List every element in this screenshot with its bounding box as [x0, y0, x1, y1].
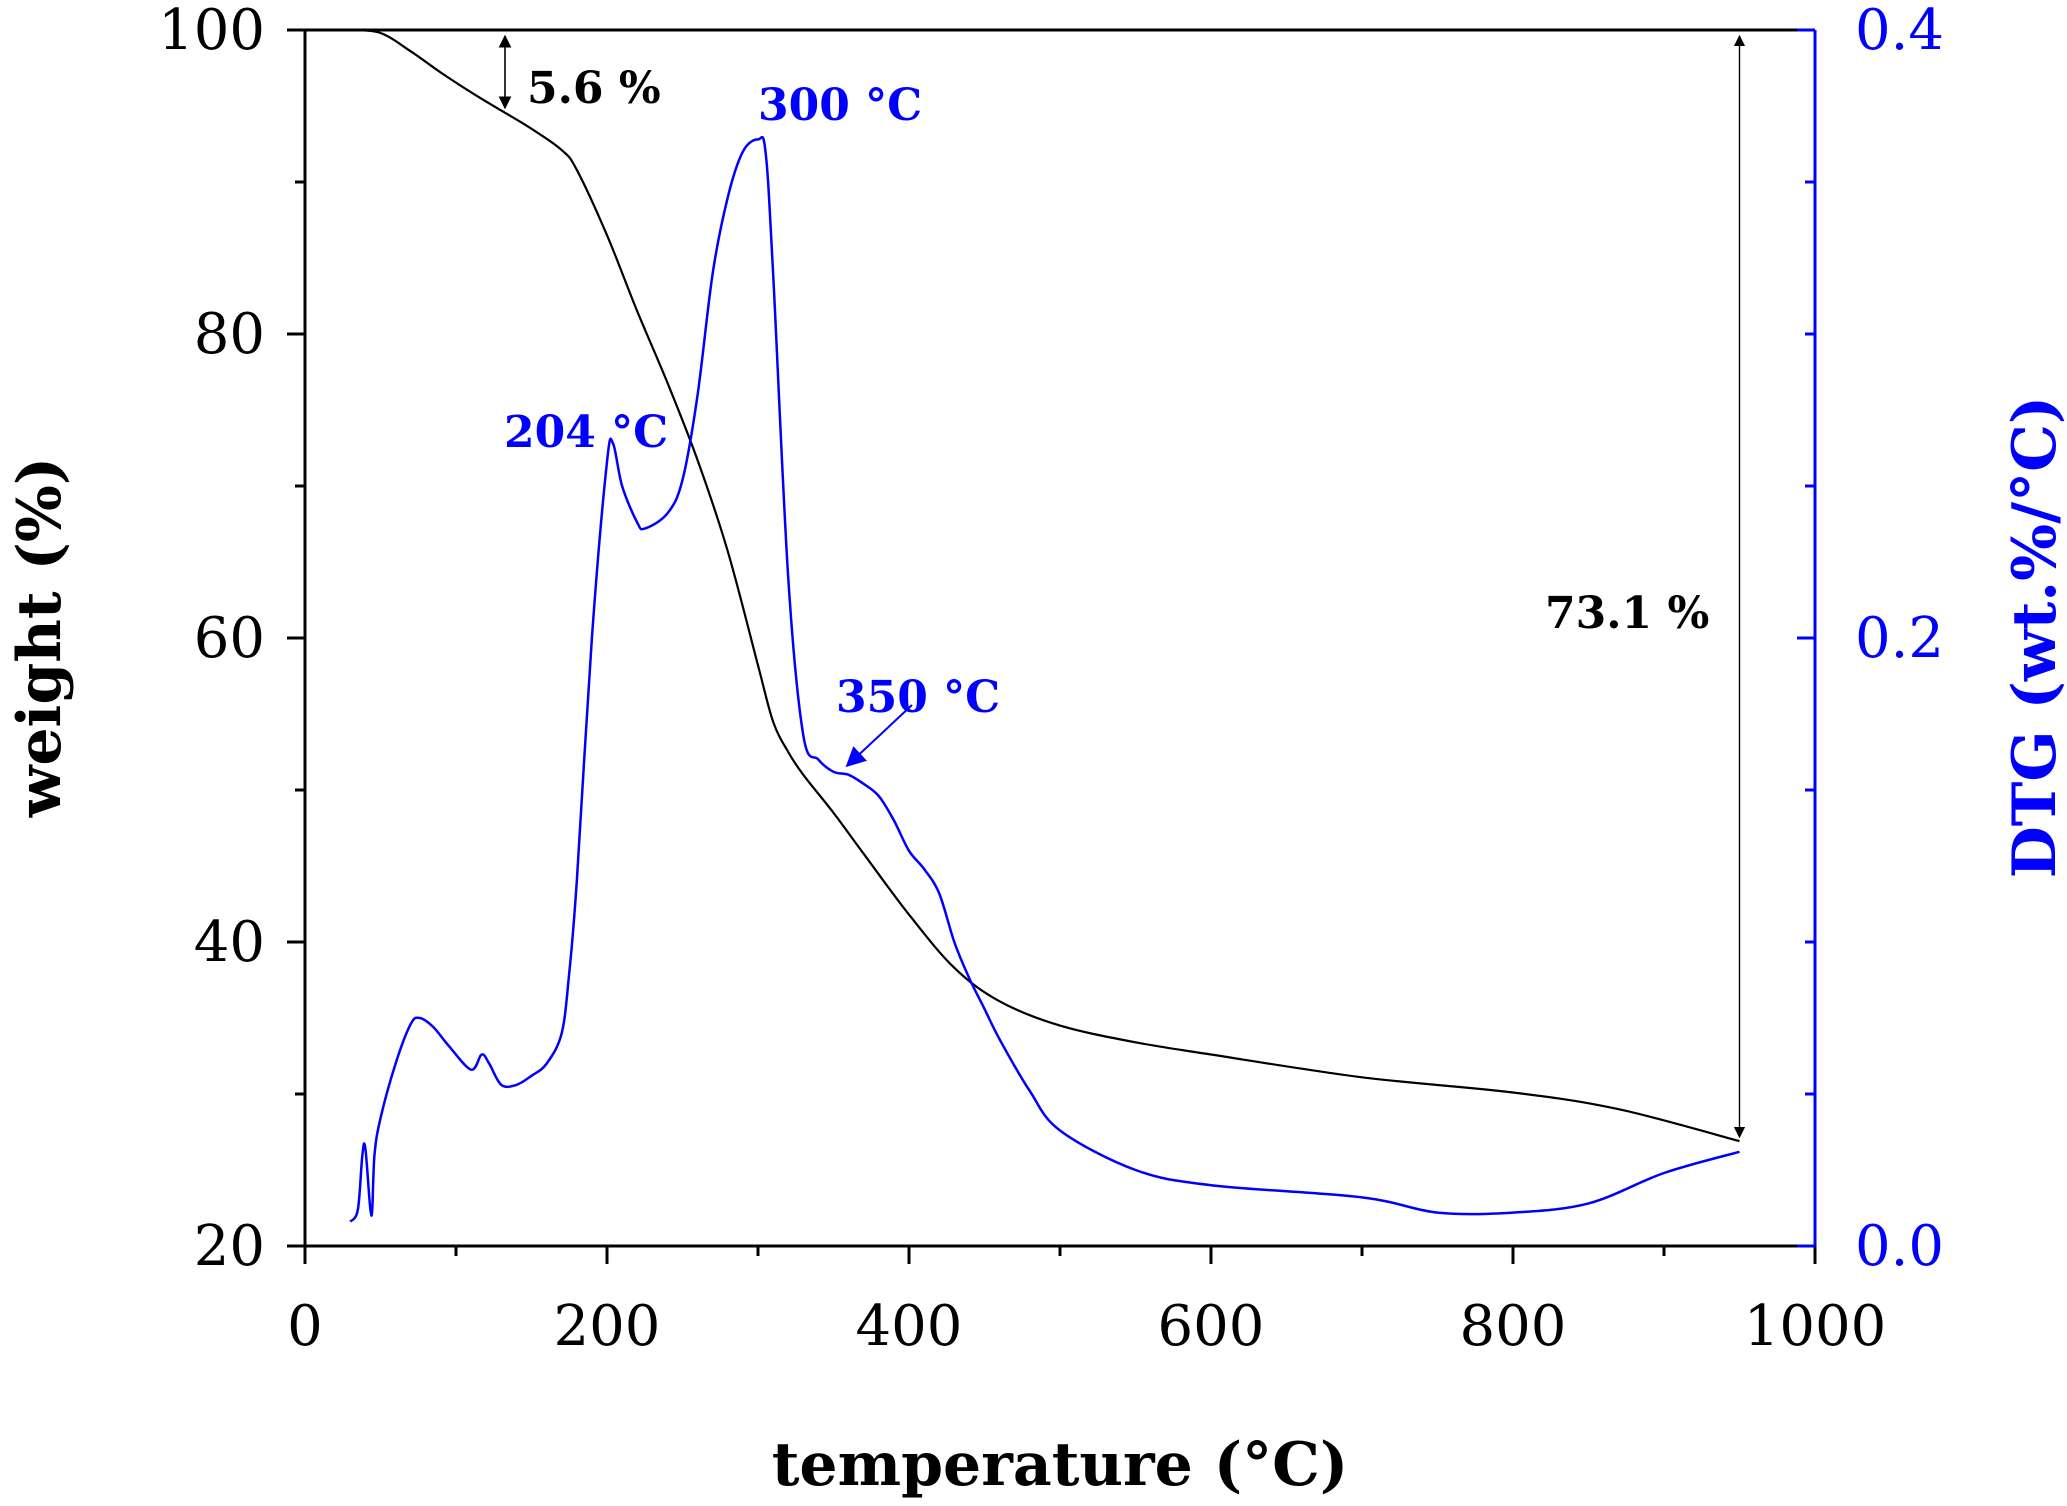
y-left-tick-label: 40 [194, 910, 265, 975]
x-axis-title: temperature (°C) [772, 1430, 1349, 1500]
total-loss-label: 73.1 % [1545, 588, 1709, 639]
x-tick-label: 800 [1460, 1294, 1567, 1359]
weight-series-line [350, 28, 1740, 1143]
y-left-tick-label: 20 [194, 1214, 265, 1279]
y-left-tick-label: 60 [194, 606, 265, 671]
left-y-axis-title: weight (%) [5, 457, 75, 819]
y-left-tick-label: 100 [158, 0, 265, 63]
peak-300-label: 300 °C [758, 80, 922, 131]
y-right-tick-label: 0.4 [1855, 0, 1944, 63]
right-y-axis-title: DTG (wt.%/°C) [2000, 396, 2067, 879]
shoulder-350-label: 350 °C [836, 672, 1000, 723]
dtg-series-line [349, 135, 1740, 1223]
peak-204-label: 204 °C [504, 407, 668, 458]
y-right-tick-label: 0.0 [1855, 1214, 1944, 1279]
x-tick-label: 600 [1158, 1294, 1265, 1359]
x-tick-label: 0 [287, 1294, 323, 1359]
y-left-tick-label: 80 [194, 302, 265, 367]
x-tick-label: 400 [856, 1294, 963, 1359]
y-right-tick-label: 0.2 [1855, 606, 1944, 671]
x-tick-label: 200 [554, 1294, 661, 1359]
shoulder-350-arrow [845, 704, 913, 768]
x-tick-label: 1000 [1744, 1294, 1887, 1359]
initial-loss-label: 5.6 % [527, 63, 661, 114]
